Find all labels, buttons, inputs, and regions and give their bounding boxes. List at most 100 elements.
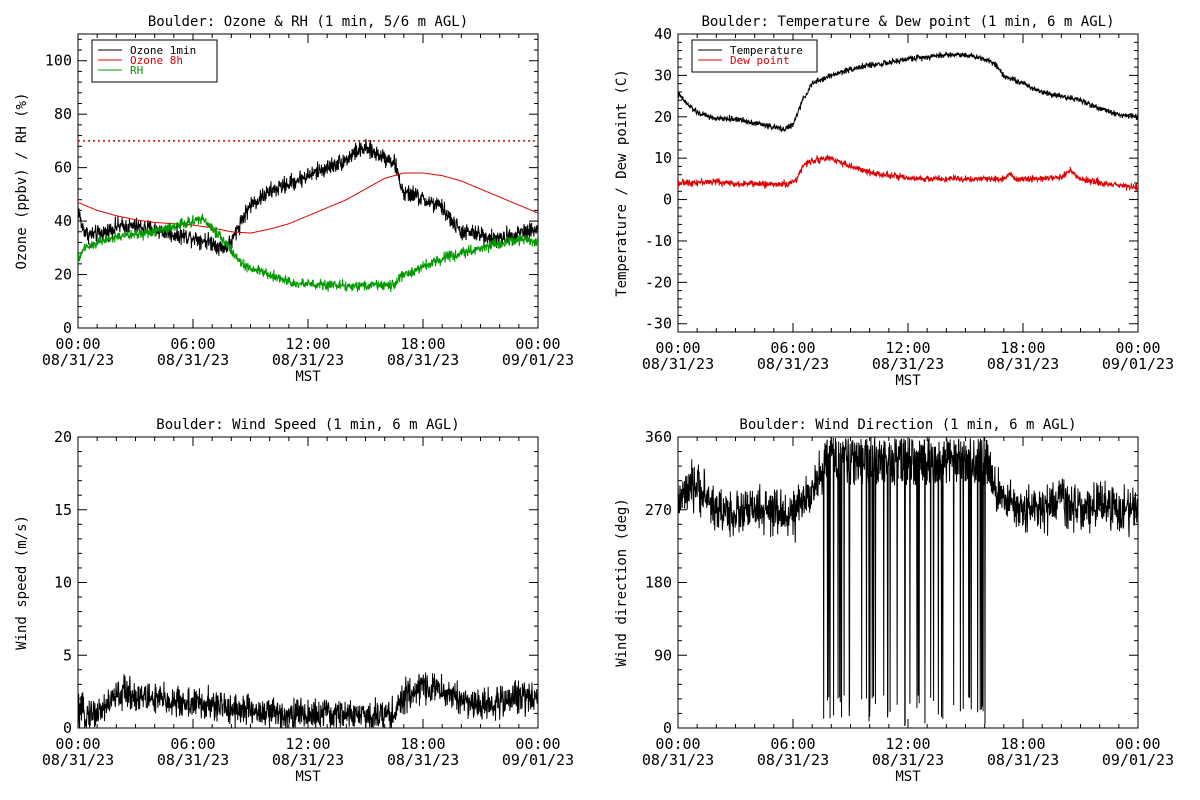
series-line-rh: [78, 213, 538, 292]
plot-area: [78, 139, 538, 292]
chart-title: Boulder: Temperature & Dew point (1 min,…: [701, 14, 1114, 30]
y-tick-label: -20: [645, 273, 672, 291]
x-tick-date-label: 09/01/23: [1102, 751, 1174, 769]
x-tick-date-label: 08/31/23: [872, 751, 944, 769]
x-tick-time-label: 18:00: [1000, 735, 1045, 753]
y-tick-label: 90: [654, 646, 672, 664]
y-axis-label: Ozone (ppbv) / RH (%): [14, 92, 30, 269]
x-tick-date-label: 08/31/23: [272, 751, 344, 769]
y-tick-label: 0: [663, 719, 672, 737]
x-tick-time-label: 18:00: [400, 335, 445, 353]
y-tick-label: 40: [54, 212, 72, 230]
legend-label: RH: [130, 64, 143, 77]
x-tick-time-label: 06:00: [170, 735, 215, 753]
series-line-ozone-8h: [78, 172, 538, 234]
chart-panel-1: Boulder: Ozone & RH (1 min, 5/6 m AGL) Oz…: [14, 14, 574, 385]
plot-frame: [677, 436, 1139, 729]
y-tick-label: 360: [645, 428, 672, 446]
x-tick-time-label: 12:00: [885, 339, 930, 357]
x-tick-time-label: 00:00: [1115, 339, 1160, 357]
x-axis-label: MST: [295, 769, 321, 785]
x-tick-time-label: 12:00: [285, 335, 330, 353]
x-axis-label: MST: [895, 769, 921, 785]
x-tick-date-label: 08/31/23: [987, 355, 1059, 373]
y-tick-label: 15: [54, 501, 72, 519]
y-tick-label: 20: [654, 108, 672, 126]
y-tick-label: 5: [63, 646, 72, 664]
x-tick-time-label: 00:00: [655, 339, 700, 357]
y-tick-label: -10: [645, 232, 672, 250]
x-tick-date-label: 08/31/23: [642, 355, 714, 373]
x-tick-time-label: 00:00: [655, 735, 700, 753]
chart-panel-4: Boulder: Wind Direction (1 min, 6 m AGL)…: [614, 417, 1174, 785]
plot-area: [678, 50, 1138, 191]
x-tick-date-label: 08/31/23: [42, 351, 114, 369]
chart-title: Boulder: Wind Direction (1 min, 6 m AGL): [739, 417, 1076, 433]
legend-label: Ozone 8h: [130, 54, 183, 67]
legend-box: [691, 39, 818, 73]
series-line-dew-point: [678, 154, 1138, 191]
x-tick-time-label: 00:00: [515, 335, 560, 353]
y-tick-label: 60: [54, 159, 72, 177]
x-tick-time-label: 00:00: [1115, 735, 1160, 753]
series-line-ozone-1min: [78, 139, 538, 256]
y-tick-label: 10: [654, 149, 672, 167]
y-tick-label: 20: [54, 266, 72, 284]
legend-label: Ozone 1min: [130, 44, 196, 57]
y-tick-label: 30: [654, 66, 672, 84]
x-tick-date-label: 09/01/23: [1102, 355, 1174, 373]
y-tick-label: -30: [645, 315, 672, 333]
x-tick-time-label: 00:00: [55, 735, 100, 753]
y-tick-label: 100: [45, 52, 72, 70]
x-tick-date-label: 09/01/23: [502, 751, 574, 769]
x-tick-date-label: 08/31/23: [157, 351, 229, 369]
plot-area: [78, 672, 538, 728]
y-axis-label: Wind direction (deg): [614, 498, 630, 667]
y-tick-label: 10: [54, 574, 72, 592]
x-tick-date-label: 09/01/23: [502, 351, 574, 369]
x-tick-time-label: 00:00: [515, 735, 560, 753]
chart-title: Boulder: Ozone & RH (1 min, 5/6 m AGL): [148, 14, 468, 30]
x-tick-date-label: 08/31/23: [387, 751, 459, 769]
y-tick-label: 180: [645, 574, 672, 592]
legend-box: [91, 39, 218, 83]
x-axis-label: MST: [295, 369, 321, 385]
chart-panel-3: Boulder: Wind Speed (1 min, 6 m AGL) Wind…: [14, 417, 574, 785]
y-tick-label: 20: [54, 428, 72, 446]
x-tick-date-label: 08/31/23: [757, 751, 829, 769]
x-tick-time-label: 12:00: [285, 735, 330, 753]
y-tick-label: 270: [645, 501, 672, 519]
x-tick-time-label: 18:00: [1000, 339, 1045, 357]
x-tick-date-label: 08/31/23: [157, 751, 229, 769]
x-tick-time-label: 06:00: [770, 735, 815, 753]
x-tick-time-label: 06:00: [770, 339, 815, 357]
y-tick-label: 40: [654, 25, 672, 43]
x-tick-time-label: 18:00: [400, 735, 445, 753]
y-tick-label: 80: [54, 105, 72, 123]
x-tick-time-label: 12:00: [885, 735, 930, 753]
legend-label: Temperature: [730, 44, 803, 57]
x-tick-date-label: 08/31/23: [42, 751, 114, 769]
y-axis-label: Wind speed (m/s): [14, 515, 30, 650]
series-line-data: [678, 437, 1138, 726]
plot-area: [678, 437, 1138, 726]
x-tick-date-label: 08/31/23: [387, 351, 459, 369]
legend-label: Dew point: [730, 54, 790, 67]
series-line-temperature: [678, 50, 1138, 133]
x-tick-time-label: 06:00: [170, 335, 215, 353]
x-tick-date-label: 08/31/23: [642, 751, 714, 769]
x-tick-date-label: 08/31/23: [872, 355, 944, 373]
y-tick-label: 0: [663, 191, 672, 209]
x-tick-date-label: 08/31/23: [272, 351, 344, 369]
chart-title: Boulder: Wind Speed (1 min, 6 m AGL): [156, 417, 459, 433]
plot-frame: [77, 436, 539, 729]
x-tick-date-label: 08/31/23: [987, 751, 1059, 769]
chart-panel-2: Boulder: Temperature & Dew point (1 min,…: [614, 14, 1174, 389]
x-tick-date-label: 08/31/23: [757, 355, 829, 373]
y-axis-label: Temperature / Dew point (C): [614, 69, 630, 297]
y-tick-label: 0: [63, 719, 72, 737]
x-axis-label: MST: [895, 373, 921, 389]
series-line-data: [78, 672, 538, 728]
y-tick-label: 0: [63, 319, 72, 337]
